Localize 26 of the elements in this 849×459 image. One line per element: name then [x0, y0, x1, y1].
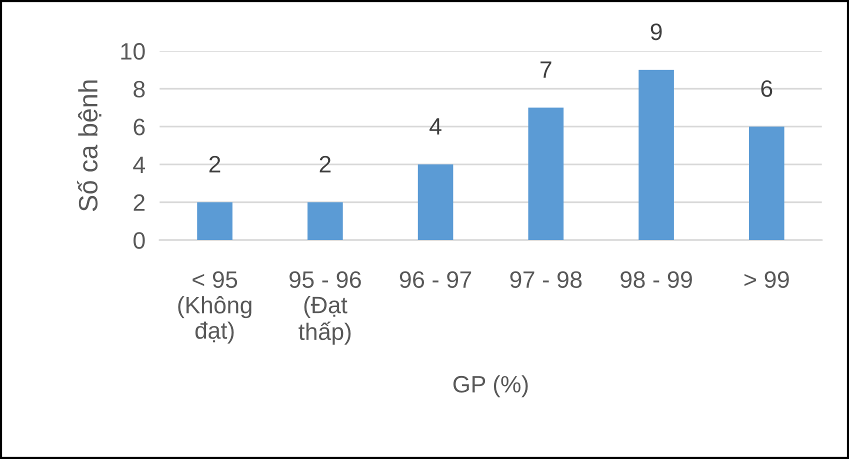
bar	[638, 70, 674, 240]
bar	[197, 202, 232, 240]
bar	[418, 164, 454, 240]
y-tick-label: 0	[134, 232, 145, 249]
bar	[528, 108, 564, 240]
x-tick-label: > 99	[744, 271, 789, 288]
x-tick-label: 97 - 98	[510, 271, 582, 288]
data-label: 9	[650, 23, 662, 40]
y-tick-label: 10	[121, 43, 145, 60]
y-tick-label: 6	[134, 118, 145, 136]
bar	[748, 126, 784, 240]
x-tick-label: 96 - 97	[400, 271, 472, 288]
y-tick-label: 4	[133, 156, 146, 173]
x-axis-title: GP (%)	[453, 375, 528, 398]
y-tick-label: 8	[134, 80, 145, 98]
bar	[308, 202, 343, 240]
x-tick-label: < 95 (Không đạt)	[178, 271, 252, 344]
y-tick-label: 2	[134, 194, 145, 211]
data-label: 6	[761, 80, 772, 97]
data-label: 4	[430, 118, 442, 135]
data-label: 2	[209, 156, 220, 172]
data-label: 2	[320, 156, 331, 172]
data-label: 7	[540, 62, 552, 78]
y-axis-title: Số ca bệnh	[77, 80, 102, 212]
x-tick-label: 95 - 96 (Đạt thấp)	[290, 271, 361, 345]
x-tick-label: 98 - 99	[620, 271, 692, 288]
